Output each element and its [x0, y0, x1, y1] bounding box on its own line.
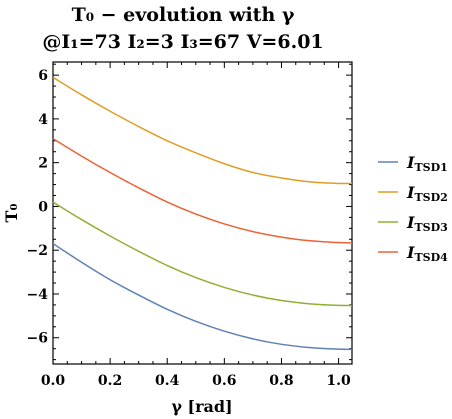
y-tick-label: 2 — [38, 156, 48, 172]
axis-ticks — [52, 62, 352, 364]
plot-frame — [52, 61, 353, 365]
legend-label-4: ITSD4 — [406, 243, 448, 264]
series-line-3 — [52, 201, 353, 307]
axis-tick-labels: 0.0 0.2 0.4 0.6 0.8 1.0 −6 −4 −2 0 2 4 6 — [27, 68, 351, 389]
y-axis-label: T₀ — [2, 204, 21, 223]
x-tick-label: 0.4 — [155, 373, 180, 389]
y-tick-label: 0 — [38, 199, 48, 215]
x-tick-label: 0.2 — [98, 373, 122, 389]
x-tick-label: 0.0 — [41, 373, 66, 389]
y-tick-label: −2 — [27, 243, 48, 259]
series-line-2 — [52, 76, 353, 185]
y-tick-label: −6 — [27, 331, 48, 347]
x-tick-label: 0.8 — [269, 373, 293, 389]
x-tick-label: 1.0 — [326, 373, 351, 389]
y-tick-label: 4 — [38, 112, 48, 128]
series-line-4 — [52, 137, 353, 244]
legend-label-3: ITSD3 — [406, 213, 448, 234]
legend-label-2: ITSD2 — [406, 183, 448, 204]
y-tick-label: −4 — [27, 287, 49, 303]
legend: ITSD1 ITSD2 ITSD3 ITSD4 — [378, 153, 448, 264]
y-tick-label: 6 — [38, 68, 48, 84]
chart-title-line2: @I₁=73 I₂=3 I₃=67 V=6.01 — [42, 31, 323, 53]
series-line-1 — [52, 243, 353, 351]
legend-label-1: ITSD1 — [406, 153, 448, 174]
chart-title-line1: T₀ − evolution with γ — [72, 4, 295, 26]
x-axis-label: γ [rad] — [171, 397, 232, 416]
x-tick-label: 0.6 — [212, 373, 236, 389]
series-group — [52, 76, 353, 351]
